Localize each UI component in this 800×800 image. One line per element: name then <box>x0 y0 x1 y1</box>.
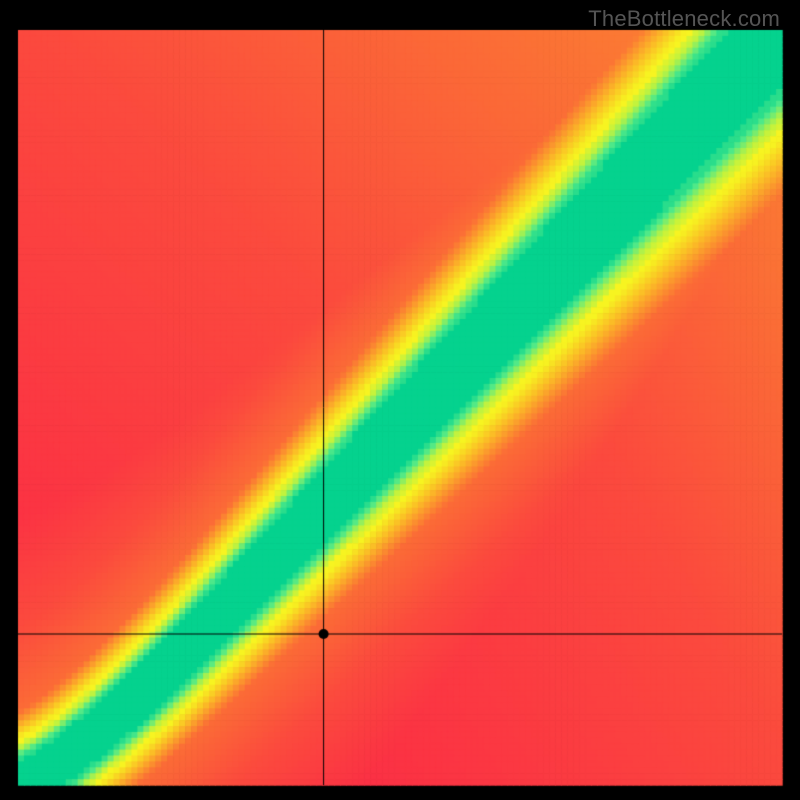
chart-container: TheBottleneck.com <box>0 0 800 800</box>
bottleneck-heatmap <box>0 0 800 800</box>
watermark-text: TheBottleneck.com <box>588 6 780 32</box>
